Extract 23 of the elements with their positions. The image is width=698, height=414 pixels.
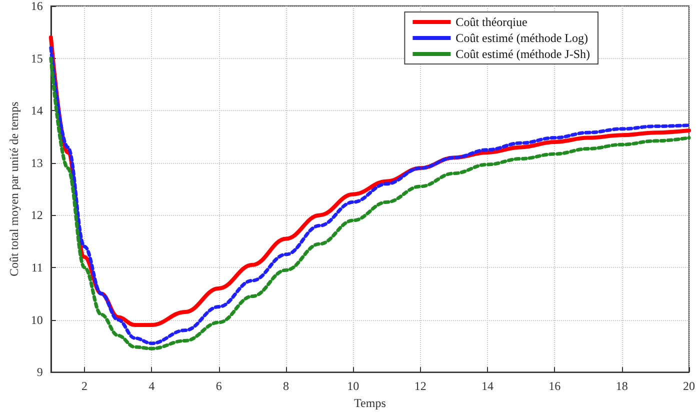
x-tick-label: 2: [81, 379, 88, 394]
x-tick-label: 20: [683, 379, 695, 394]
x-tick-label: 6: [216, 379, 222, 394]
legend-label: Coût estimé (méthode Log): [456, 31, 588, 45]
x-tick-label: 8: [282, 379, 289, 394]
y-tick-label: 11: [31, 260, 43, 274]
x-tick-label: 16: [548, 379, 561, 394]
y-tick-label: 16: [30, 0, 43, 13]
y-tick-label: 14: [30, 104, 43, 118]
y-tick-label: 9: [36, 365, 43, 380]
x-tick-label: 10: [347, 379, 360, 394]
legend-label: Coût estimé (méthode J-Sh): [456, 47, 590, 61]
y-tick-label: 13: [30, 156, 43, 170]
y-tick-label: 15: [30, 51, 43, 66]
x-axis-title: Temps: [354, 396, 386, 410]
x-tick-label: 4: [148, 379, 155, 394]
y-tick-label: 10: [30, 312, 43, 327]
y-axis-title: Coût total moyen par unité de temps: [7, 101, 21, 276]
x-tick-label: 18: [616, 379, 628, 394]
y-tick-label: 12: [30, 208, 43, 222]
x-tick-label: 14: [481, 379, 494, 394]
x-tick-label: 12: [414, 379, 426, 394]
legend-label: Coût théorqiue: [456, 15, 528, 29]
